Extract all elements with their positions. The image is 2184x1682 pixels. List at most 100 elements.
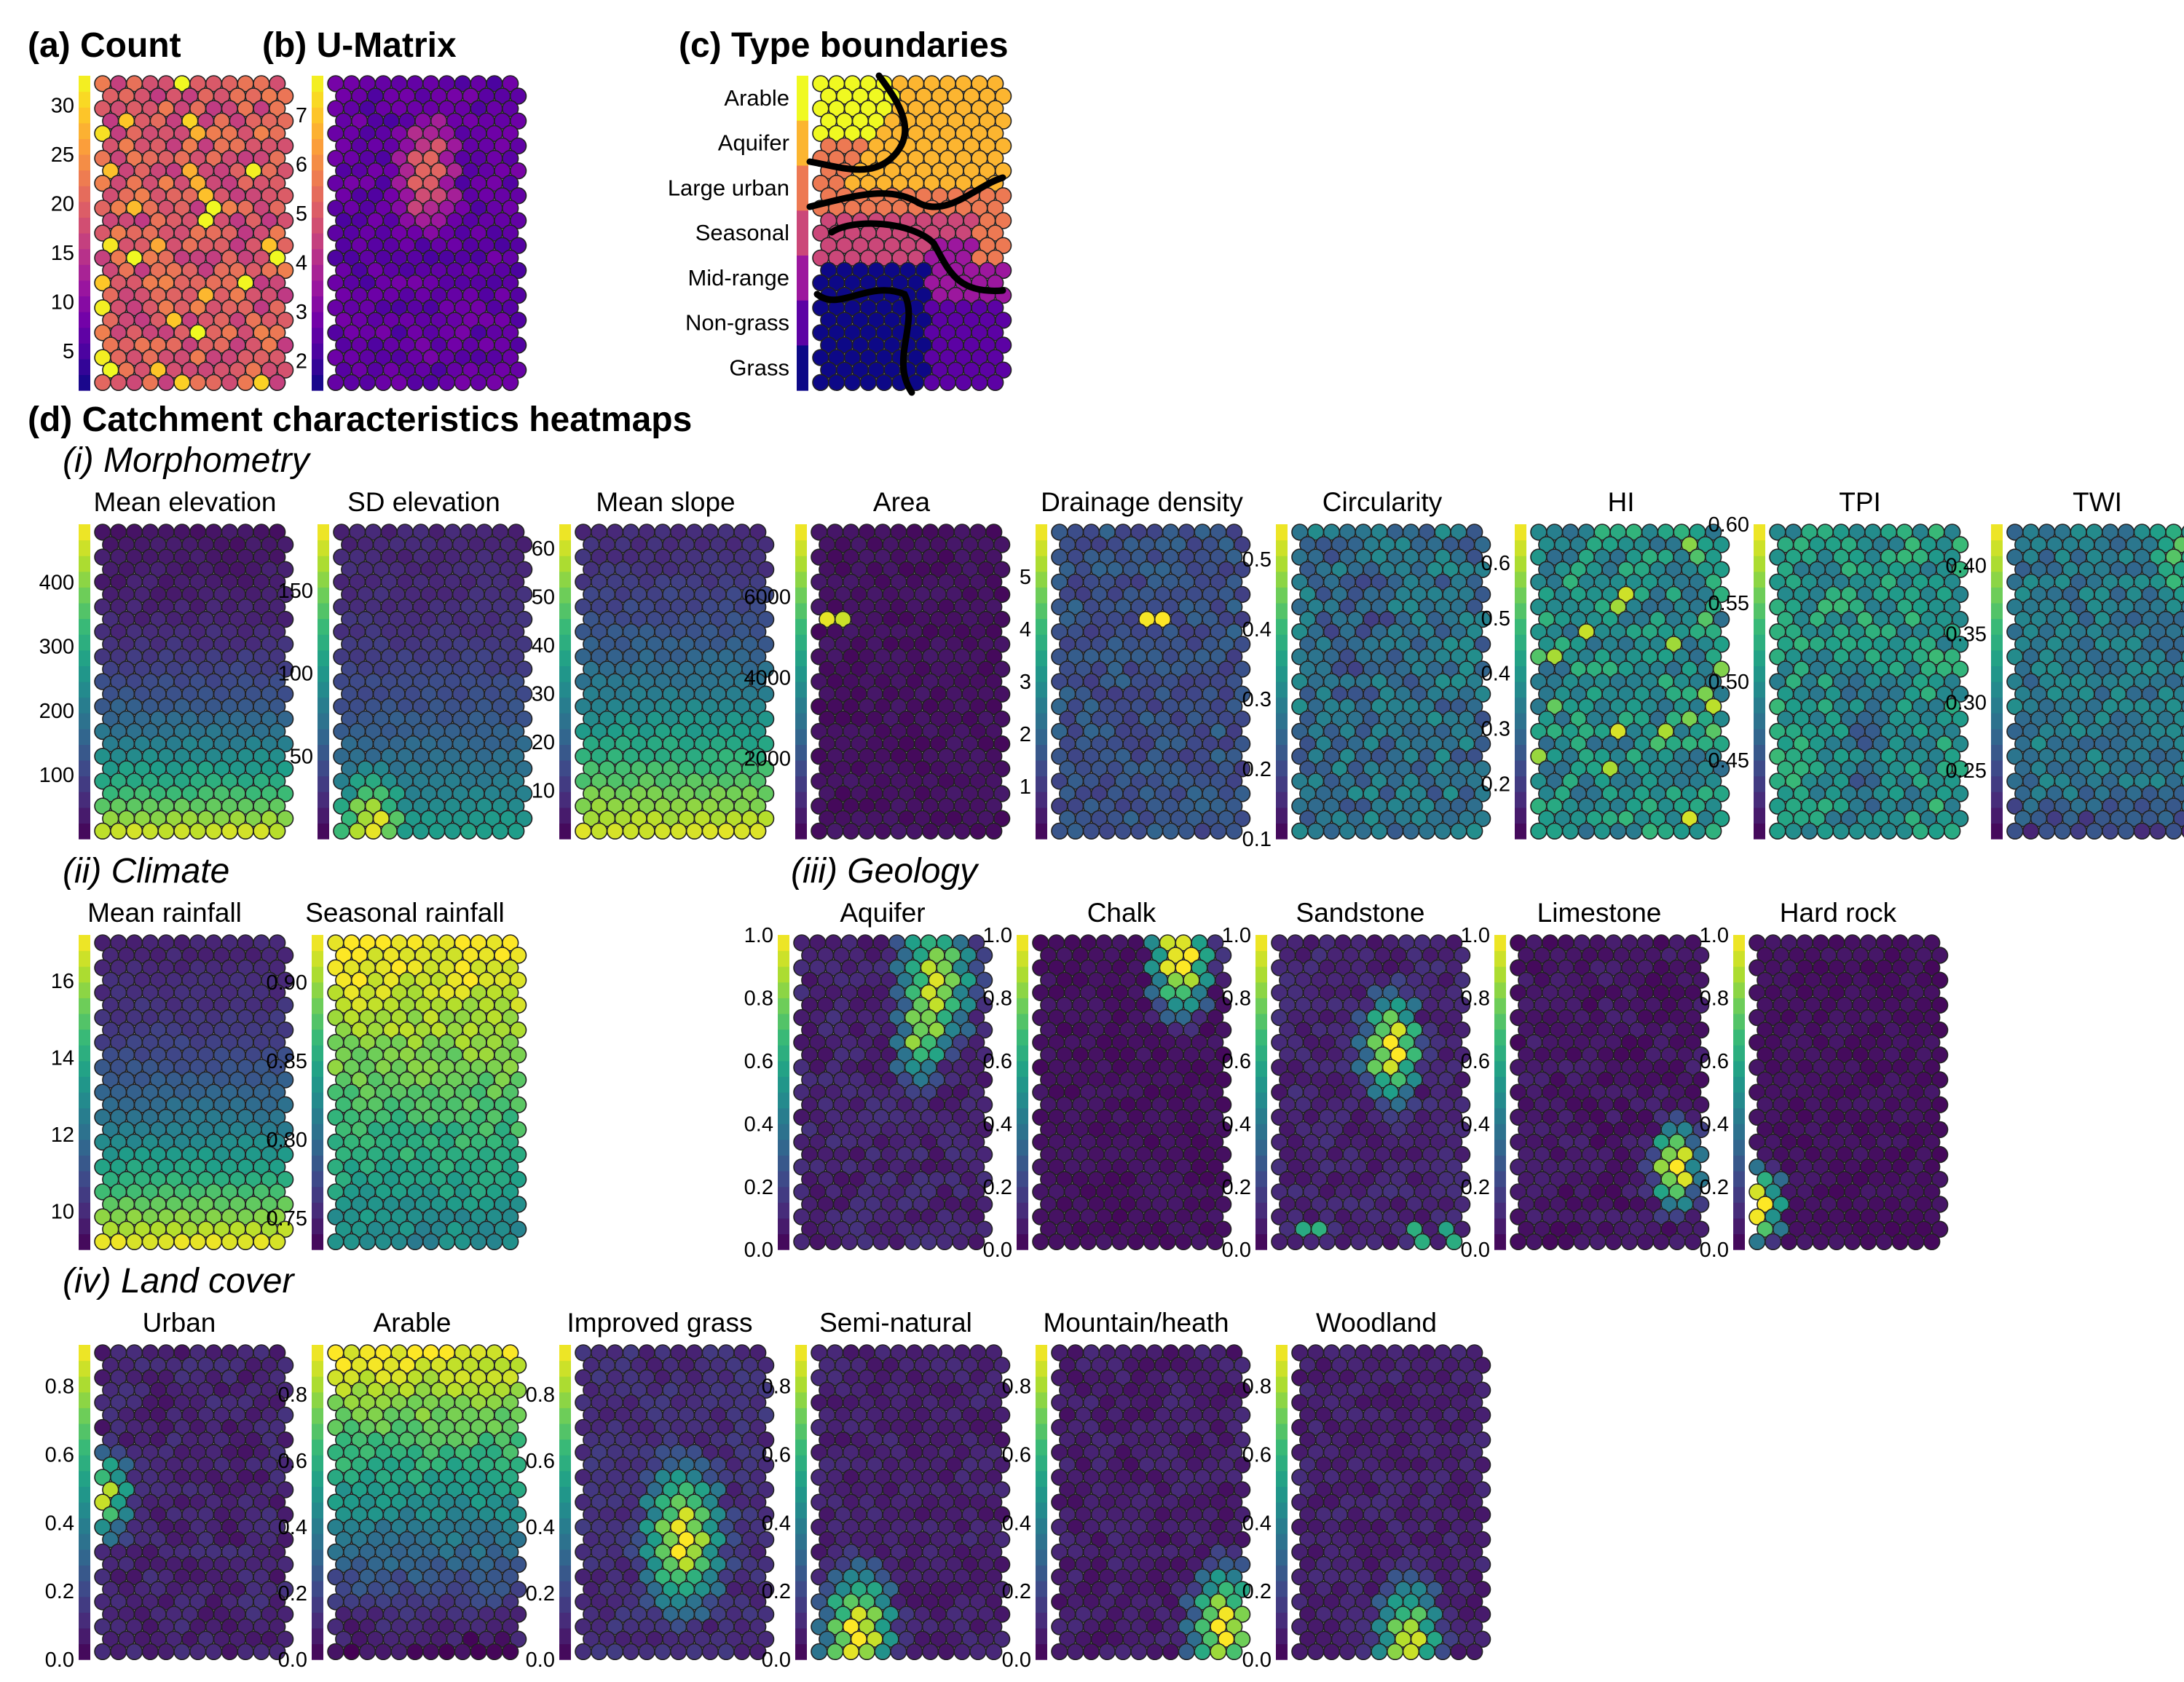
som-cell — [717, 822, 735, 840]
colorbar-segment — [795, 603, 807, 620]
som-cell — [470, 1233, 487, 1251]
som-cell — [438, 1233, 456, 1251]
colorbar-segment — [1754, 775, 1765, 792]
colorbar-segment — [1991, 728, 2003, 746]
som-cell — [2133, 822, 2151, 840]
som-cell — [501, 1233, 519, 1251]
colorbar-segment — [795, 823, 807, 840]
som-cell — [606, 822, 624, 840]
colorbar-segment — [1036, 540, 1047, 556]
som-cell — [412, 822, 430, 840]
colorbar-segment — [312, 966, 323, 983]
tick-label: 25 — [51, 143, 74, 167]
som-cell — [669, 822, 687, 840]
som-cell — [509, 336, 527, 354]
colorbar-segment — [1515, 760, 1526, 777]
colorbar-segment — [79, 682, 90, 698]
som-cell — [1705, 822, 1722, 840]
som-cell — [509, 87, 527, 105]
category-swatch — [797, 165, 808, 211]
colorbar-segment — [312, 1092, 323, 1109]
som-cell — [358, 1233, 377, 1251]
som-cell — [1816, 822, 1834, 840]
colorbar-segment — [318, 823, 329, 840]
tick-label: 0.5 — [1481, 607, 1510, 631]
colorbar-segment — [79, 950, 90, 967]
panel-b-title: (b) U-Matrix — [262, 26, 457, 65]
som-cell — [967, 1233, 985, 1251]
colorbar-segment — [312, 998, 323, 1014]
colorbar-segment — [79, 603, 90, 620]
colorbar-segment — [1276, 807, 1288, 824]
category-label: Aquifer — [718, 130, 789, 156]
colorbar-segment — [312, 1171, 323, 1188]
som-cell — [1530, 822, 1548, 840]
tick-label: 0.1 — [1242, 828, 1272, 851]
colorbar-segment — [1754, 649, 1765, 666]
som-cell — [638, 822, 655, 840]
colorbar-segment — [1276, 697, 1288, 714]
tick-label: 30 — [51, 95, 74, 118]
tick-label: 7 — [296, 104, 307, 127]
colorbar-segment — [1515, 682, 1526, 698]
colorbar-segment — [79, 982, 90, 998]
colorbar-segment — [312, 1217, 323, 1235]
colorbar-segment — [318, 728, 329, 746]
colorbar-segment — [795, 775, 807, 792]
som-cell — [443, 822, 462, 840]
tick-label: 6000 — [744, 586, 791, 609]
colorbar-segment — [778, 998, 789, 1014]
colorbar-segment — [1017, 1171, 1028, 1188]
som-cell — [501, 299, 519, 317]
som-cell — [1162, 822, 1180, 840]
som-cell — [953, 822, 971, 840]
som-cell — [1051, 822, 1068, 840]
som-cell — [654, 822, 671, 840]
colorbar-segment — [1036, 775, 1047, 792]
colorbar-segment — [795, 649, 807, 666]
colorbar-segment — [79, 713, 90, 730]
colorbar-segment — [778, 1092, 789, 1109]
tick-label: 0.6 — [983, 1050, 1012, 1073]
tick-label: 100 — [278, 663, 313, 686]
colorbar-segment — [559, 697, 571, 714]
colorbar-segment — [79, 280, 90, 297]
som-cell — [2038, 822, 2056, 840]
tick-label: 10 — [51, 1200, 74, 1223]
colorbar-segment — [79, 744, 90, 761]
som-cell — [427, 822, 446, 840]
tick-label: 150 — [278, 580, 313, 603]
som-cell — [422, 1233, 440, 1251]
colorbar-segment — [1754, 666, 1765, 682]
colorbar-segment — [312, 1045, 323, 1062]
som-cell — [269, 125, 286, 143]
som-cell — [969, 822, 987, 840]
som-cell — [1848, 822, 1866, 840]
colorbar-segment — [559, 649, 571, 666]
som-cell — [501, 249, 519, 266]
som-cell — [509, 187, 527, 205]
colorbar-segment — [79, 170, 90, 186]
tick-label: 0.4 — [744, 1113, 773, 1136]
colorbar-segment — [79, 1233, 90, 1250]
som-cell — [125, 822, 143, 840]
colorbar-segment — [1515, 634, 1526, 651]
colorbar-segment — [79, 154, 90, 171]
colorbar-segment — [312, 154, 323, 171]
som-cell — [269, 1233, 286, 1251]
colorbar-segment — [79, 666, 90, 682]
colorbar-segment — [79, 1171, 90, 1188]
som-cell — [276, 312, 294, 329]
colorbar-segment — [1515, 807, 1526, 824]
som-cell — [1546, 822, 1564, 840]
colorbar-segment — [1991, 587, 2003, 604]
colorbar-segment — [312, 201, 323, 218]
som-cell — [1896, 822, 1914, 840]
colorbar-segment — [1754, 571, 1765, 588]
som-cell — [1082, 822, 1100, 840]
